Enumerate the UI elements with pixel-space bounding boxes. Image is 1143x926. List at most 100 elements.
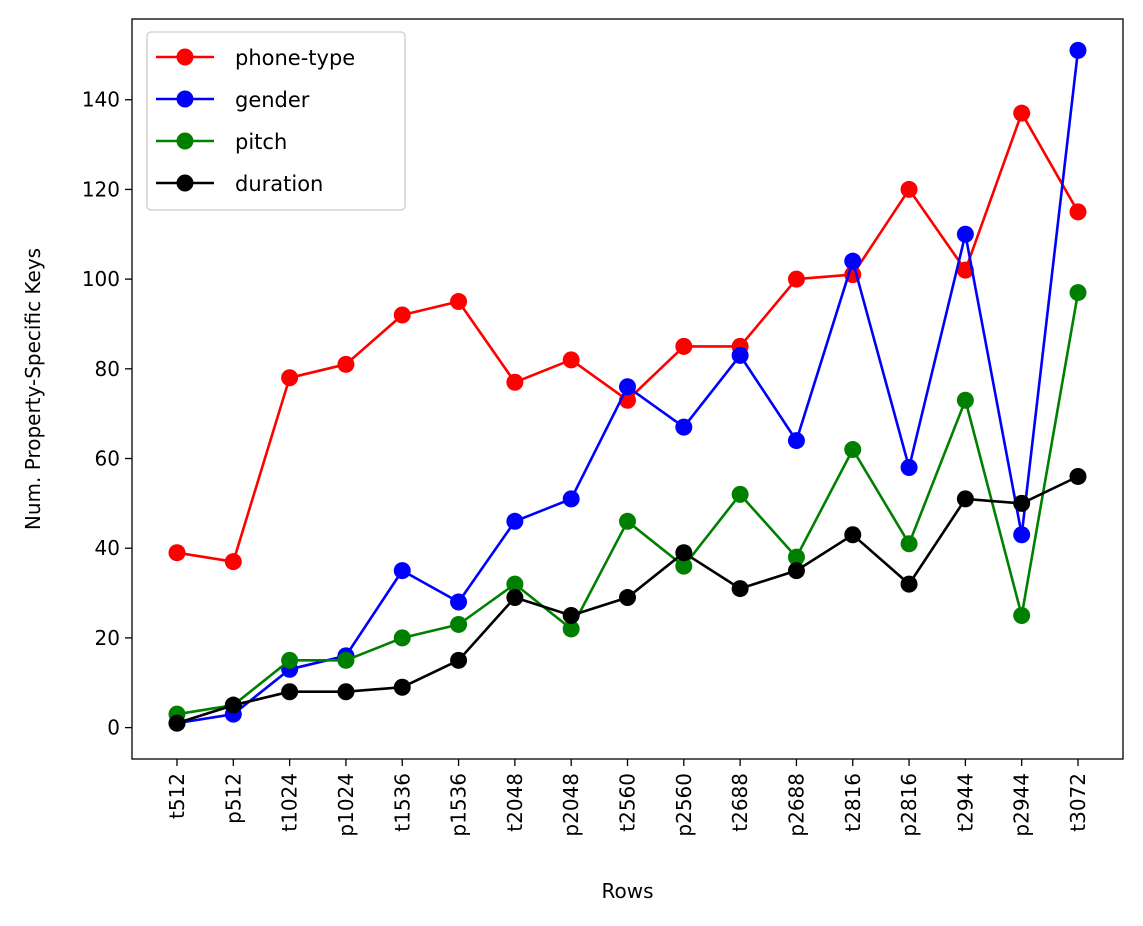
x-tick-label-t512: t512 — [165, 773, 189, 819]
x-tick-label-t1536: t1536 — [390, 773, 414, 832]
y-tick-label-60: 60 — [95, 447, 120, 471]
legend-label-phone-type: phone-type — [235, 46, 355, 70]
data-point-gender-t2688 — [731, 346, 749, 364]
x-tick-label-t2048: t2048 — [503, 773, 527, 832]
data-point-duration-t3072 — [1069, 467, 1087, 485]
data-point-pitch-t3072 — [1069, 284, 1087, 302]
data-point-duration-p1536 — [450, 651, 468, 669]
x-tick-label-p2560: p2560 — [672, 773, 696, 837]
x-tick-label-p1536: p1536 — [447, 773, 471, 837]
data-point-phone-type-p1536 — [450, 293, 468, 311]
y-tick-label-140: 140 — [82, 88, 120, 112]
legend-marker-pitch — [176, 132, 194, 150]
data-point-duration-p2560 — [675, 544, 693, 562]
data-point-duration-t1024 — [281, 683, 299, 701]
data-point-duration-t1536 — [393, 678, 411, 696]
data-point-duration-t2944 — [956, 490, 974, 508]
x-axis-title: Rows — [601, 879, 653, 903]
y-axis: 0 20 40 60 80 100 120 140 — [82, 88, 132, 740]
data-point-pitch-t2048 — [506, 575, 524, 593]
data-point-gender-p1536 — [450, 593, 468, 611]
data-point-gender-p2816 — [900, 458, 918, 476]
data-point-pitch-t2816 — [844, 441, 862, 459]
legend-label-duration: duration — [235, 172, 323, 196]
y-axis-title: Num. Property-Specific Keys — [21, 248, 45, 530]
data-point-pitch-t2944 — [956, 391, 974, 409]
data-point-duration-t2048 — [506, 589, 524, 607]
data-point-gender-t2944 — [956, 225, 974, 243]
data-point-pitch-t2688 — [731, 485, 749, 503]
data-point-duration-t2816 — [844, 526, 862, 544]
data-point-pitch-p1024 — [337, 651, 355, 669]
data-point-phone-type-p2816 — [900, 180, 918, 198]
data-point-duration-p1024 — [337, 683, 355, 701]
x-tick-label-t2816: t2816 — [841, 773, 865, 832]
data-point-duration-t2560 — [619, 589, 636, 607]
y-tick-label-80: 80 — [95, 357, 120, 381]
series-duration — [168, 467, 1087, 732]
y-tick-label-40: 40 — [95, 536, 120, 560]
data-point-gender-p2944 — [1013, 526, 1031, 544]
data-point-phone-type-p2048 — [562, 351, 580, 369]
x-tick-label-t2560: t2560 — [616, 773, 640, 832]
x-tick-label-t2688: t2688 — [728, 773, 752, 832]
legend-box — [146, 31, 406, 211]
data-point-phone-type-p2560 — [675, 337, 693, 355]
data-point-pitch-t1536 — [393, 629, 411, 647]
x-tick-label-t2944: t2944 — [953, 773, 977, 832]
data-point-duration-p2688 — [787, 562, 805, 580]
x-tick-label-p512: p512 — [221, 773, 245, 824]
data-point-gender-t2816 — [844, 252, 862, 270]
data-point-phone-type-p1024 — [337, 355, 355, 373]
data-point-pitch-p2688 — [787, 548, 805, 566]
data-point-phone-type-t2944 — [956, 261, 974, 279]
x-tick-label-p1024: p1024 — [334, 773, 358, 837]
legend-label-pitch: pitch — [235, 130, 287, 154]
data-point-phone-type-t1536 — [393, 306, 411, 324]
data-point-gender-t1536 — [393, 562, 411, 580]
data-point-pitch-p2944 — [1013, 606, 1031, 624]
legend-marker-duration — [176, 174, 194, 192]
data-point-gender-t3072 — [1069, 41, 1087, 59]
series-phone-type — [168, 104, 1087, 571]
legend-label-gender: gender — [235, 88, 310, 112]
data-point-phone-type-p512 — [224, 553, 242, 571]
y-tick-label-120: 120 — [82, 177, 120, 201]
legend-marker-gender — [176, 90, 194, 108]
y-tick-label-100: 100 — [82, 267, 120, 291]
legend-marker-phone-type — [176, 48, 194, 66]
data-point-gender-p2560 — [675, 418, 693, 436]
data-point-pitch-t2560 — [619, 512, 636, 530]
data-point-duration-p2944 — [1013, 494, 1031, 512]
y-tick-label-0: 0 — [107, 716, 120, 740]
x-tick-label-p2944: p2944 — [1010, 773, 1034, 837]
series-layer — [168, 41, 1087, 732]
data-point-phone-type-t512 — [168, 544, 186, 562]
data-point-duration-p512 — [224, 696, 242, 714]
data-point-pitch-t1024 — [281, 651, 299, 669]
data-point-phone-type-t3072 — [1069, 203, 1087, 221]
data-point-pitch-p2560 — [675, 557, 693, 575]
x-tick-label-t1024: t1024 — [278, 773, 302, 832]
data-point-pitch-p1536 — [450, 615, 468, 633]
x-axis: t512 p512 t1024 p1024 t1536 p1536 t2048 p2048 t2… — [165, 759, 1090, 837]
data-point-phone-type-p2944 — [1013, 104, 1031, 122]
data-point-gender-p2048 — [562, 490, 580, 508]
x-tick-label-p2048: p2048 — [559, 773, 583, 837]
data-point-pitch-p2048 — [562, 620, 580, 638]
data-point-pitch-p2816 — [900, 535, 918, 553]
x-tick-label-t3072: t3072 — [1066, 773, 1090, 832]
data-point-duration-p2048 — [562, 606, 580, 624]
series-pitch — [168, 284, 1087, 723]
data-point-duration-p2816 — [900, 575, 918, 593]
data-point-phone-type-t1024 — [281, 369, 299, 387]
data-point-phone-type-t2048 — [506, 373, 524, 391]
x-tick-label-p2688: p2688 — [784, 773, 808, 837]
data-point-gender-t2048 — [506, 512, 524, 530]
data-point-duration-t512 — [168, 714, 186, 732]
data-point-gender-t2560 — [619, 378, 636, 396]
legend: phone-type gender pitch duration — [146, 31, 406, 211]
data-point-gender-p2688 — [787, 432, 805, 450]
y-tick-label-20: 20 — [95, 626, 120, 650]
